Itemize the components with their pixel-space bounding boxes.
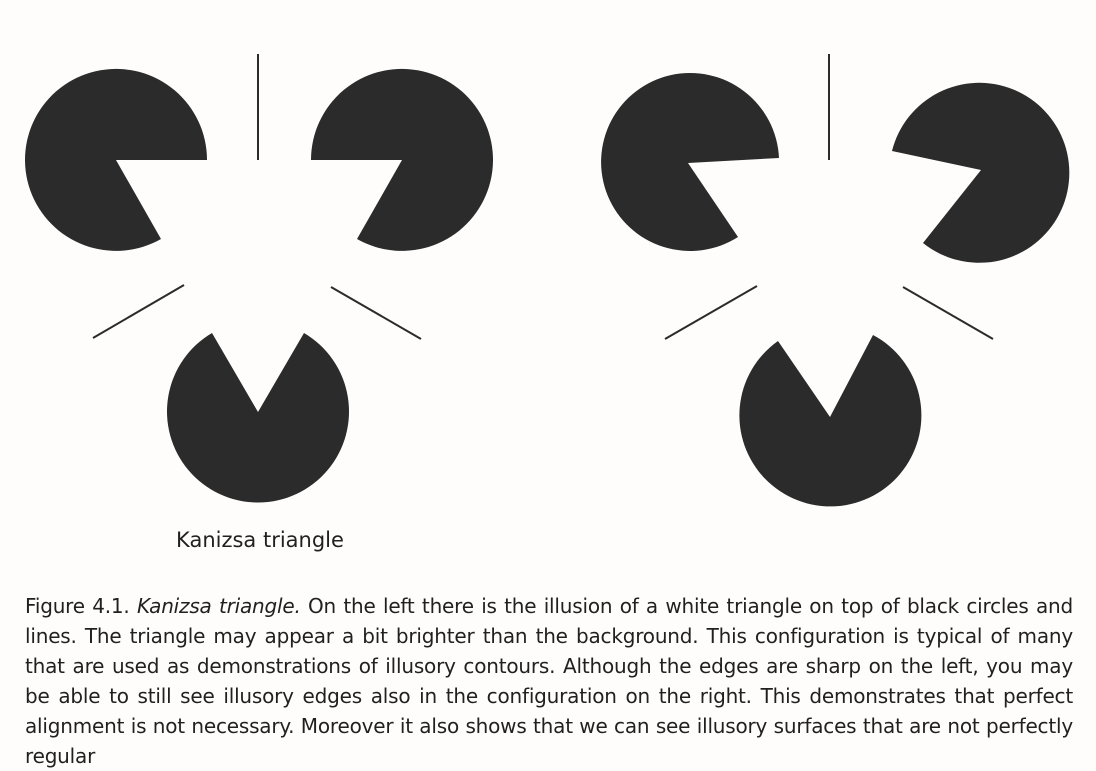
line-right	[330, 286, 422, 340]
line-left-right-panel	[664, 285, 758, 340]
line-right-right-panel	[902, 286, 994, 340]
kanizsa-figure	[25, 54, 1070, 507]
pacman-bottom	[167, 333, 350, 503]
pacman-top-left-rotated	[601, 72, 779, 251]
right-lines	[664, 54, 994, 340]
panel-label: Kanizsa triangle	[176, 528, 344, 552]
left-panel	[25, 68, 493, 503]
right-panel	[601, 72, 1070, 507]
pacman-top-right	[310, 68, 493, 251]
figure-caption: Figure 4.1. Kanizsa triangle. On the lef…	[25, 591, 1073, 771]
pacman-top-right-rotated	[892, 82, 1070, 263]
left-lines	[92, 54, 422, 340]
figure-number: Figure 4.1.	[25, 594, 130, 618]
pacman-bottom-rotated	[739, 335, 922, 507]
caption-text: On the left there is the illusion of a w…	[25, 594, 1073, 768]
pacman-top-left	[25, 68, 208, 251]
figure-title: Kanizsa triangle.	[136, 594, 301, 618]
line-left	[92, 284, 185, 339]
